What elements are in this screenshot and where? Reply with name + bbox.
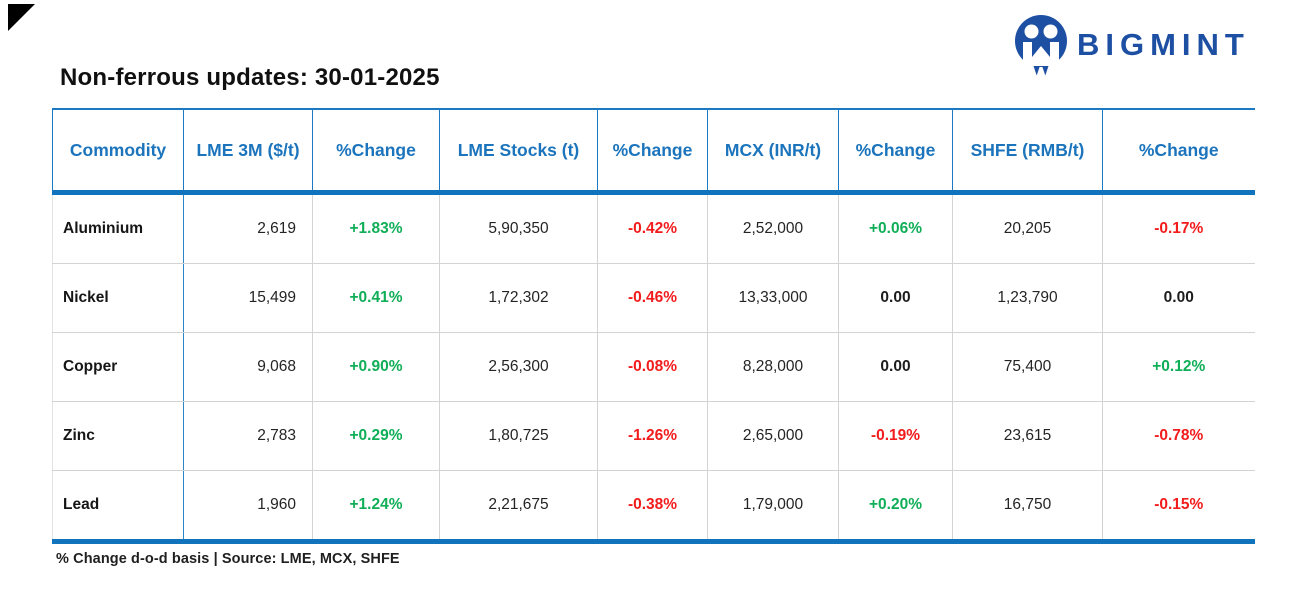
lme-stocks-value: 1,72,302: [439, 263, 598, 333]
lme-stocks-change: -0.46%: [597, 263, 708, 333]
commodity-name: Nickel: [52, 263, 184, 333]
table-header-row: Commodity LME 3M ($/t) %Change LME Stock…: [52, 109, 1255, 195]
lme-stocks-change: -0.42%: [597, 192, 708, 264]
shfe-value: 23,615: [952, 401, 1103, 471]
table-row-zinc: Zinc 2,783 +0.29% 1,80,725 -1.26% 2,65,0…: [52, 401, 1255, 471]
column-header-mcx-change: %Change: [838, 109, 953, 195]
lme-stocks-change: -0.08%: [597, 332, 708, 402]
mcx-value: 2,52,000: [707, 192, 839, 264]
mcx-change: 0.00: [838, 332, 953, 402]
shfe-value: 1,23,790: [952, 263, 1103, 333]
shfe-change: -0.15%: [1102, 470, 1255, 544]
shfe-change: +0.12%: [1102, 332, 1255, 402]
lme-3m-value: 2,619: [183, 192, 313, 264]
column-header-lme-stocks: LME Stocks (t): [439, 109, 598, 195]
lme-3m-value: 15,499: [183, 263, 313, 333]
mcx-value: 1,79,000: [707, 470, 839, 544]
table-row-aluminium: Aluminium 2,619 +1.83% 5,90,350 -0.42% 2…: [52, 192, 1255, 264]
mcx-value: 2,65,000: [707, 401, 839, 471]
mcx-value: 8,28,000: [707, 332, 839, 402]
column-header-lme-3m-change: %Change: [312, 109, 440, 195]
commodity-name: Aluminium: [52, 192, 184, 264]
bigmint-logo: BIGMINT: [1014, 14, 1250, 76]
commodity-table-container: Commodity LME 3M ($/t) %Change LME Stock…: [52, 108, 1255, 544]
column-header-lme-stocks-change: %Change: [597, 109, 708, 195]
shfe-value: 75,400: [952, 332, 1103, 402]
table-row-nickel: Nickel 15,499 +0.41% 1,72,302 -0.46% 13,…: [52, 263, 1255, 333]
black-corner-triangle-icon: [8, 4, 35, 31]
column-header-mcx: MCX (INR/t): [707, 109, 839, 195]
lme-3m-value: 9,068: [183, 332, 313, 402]
lme-stocks-value: 2,21,675: [439, 470, 598, 544]
bigmint-logo-text: BIGMINT: [1077, 27, 1250, 62]
table-row-copper: Copper 9,068 +0.90% 2,56,300 -0.08% 8,28…: [52, 332, 1255, 402]
mcx-change: +0.20%: [838, 470, 953, 544]
lme-3m-change: +1.24%: [312, 470, 440, 544]
bigmint-logo-icon: [1015, 15, 1067, 76]
table-row-lead: Lead 1,960 +1.24% 2,21,675 -0.38% 1,79,0…: [52, 470, 1255, 544]
lme-stocks-value: 5,90,350: [439, 192, 598, 264]
column-header-shfe: SHFE (RMB/t): [952, 109, 1103, 195]
column-header-lme-3m: LME 3M ($/t): [183, 109, 313, 195]
commodity-table: Commodity LME 3M ($/t) %Change LME Stock…: [52, 108, 1255, 544]
shfe-value: 16,750: [952, 470, 1103, 544]
lme-3m-change: +0.29%: [312, 401, 440, 471]
column-header-shfe-change: %Change: [1102, 109, 1255, 195]
source-footnote: % Change d-o-d basis | Source: LME, MCX,…: [56, 551, 400, 567]
column-header-commodity: Commodity: [52, 109, 184, 195]
shfe-change: -0.78%: [1102, 401, 1255, 471]
page-title: Non-ferrous updates: 30-01-2025: [60, 64, 440, 91]
mcx-value: 13,33,000: [707, 263, 839, 333]
commodity-name: Lead: [52, 470, 184, 544]
commodity-name: Zinc: [52, 401, 184, 471]
lme-3m-value: 1,960: [183, 470, 313, 544]
shfe-change: 0.00: [1102, 263, 1255, 333]
lme-stocks-change: -1.26%: [597, 401, 708, 471]
commodity-name: Copper: [52, 332, 184, 402]
lme-3m-value: 2,783: [183, 401, 313, 471]
mcx-change: 0.00: [838, 263, 953, 333]
lme-stocks-value: 2,56,300: [439, 332, 598, 402]
shfe-value: 20,205: [952, 192, 1103, 264]
lme-stocks-value: 1,80,725: [439, 401, 598, 471]
shfe-change: -0.17%: [1102, 192, 1255, 264]
lme-3m-change: +0.41%: [312, 263, 440, 333]
lme-3m-change: +1.83%: [312, 192, 440, 264]
mcx-change: +0.06%: [838, 192, 953, 264]
lme-3m-change: +0.90%: [312, 332, 440, 402]
lme-stocks-change: -0.38%: [597, 470, 708, 544]
mcx-change: -0.19%: [838, 401, 953, 471]
